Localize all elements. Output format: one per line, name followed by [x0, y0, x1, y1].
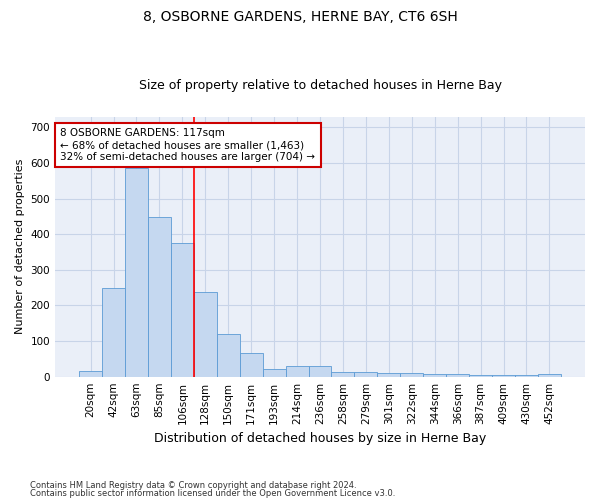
Bar [377, 373, 400, 376]
Text: Contains HM Land Registry data © Crown copyright and database right 2024.: Contains HM Land Registry data © Crown c… [30, 481, 356, 490]
Bar [423, 374, 446, 376]
Text: 8 OSBORNE GARDENS: 117sqm
← 68% of detached houses are smaller (1,463)
32% of se: 8 OSBORNE GARDENS: 117sqm ← 68% of detac… [61, 128, 316, 162]
Bar [355, 372, 377, 376]
Bar [538, 374, 561, 376]
Bar [400, 373, 423, 376]
Bar [286, 366, 308, 376]
Bar [148, 217, 171, 376]
Y-axis label: Number of detached properties: Number of detached properties [15, 159, 25, 334]
Bar [217, 334, 240, 376]
X-axis label: Distribution of detached houses by size in Herne Bay: Distribution of detached houses by size … [154, 432, 486, 445]
Title: Size of property relative to detached houses in Herne Bay: Size of property relative to detached ho… [139, 79, 502, 92]
Bar [171, 243, 194, 376]
Bar [263, 369, 286, 376]
Text: Contains public sector information licensed under the Open Government Licence v3: Contains public sector information licen… [30, 488, 395, 498]
Bar [102, 288, 125, 376]
Bar [194, 292, 217, 376]
Bar [125, 168, 148, 376]
Bar [240, 353, 263, 376]
Bar [331, 372, 355, 376]
Bar [308, 366, 331, 376]
Bar [446, 374, 469, 376]
Text: 8, OSBORNE GARDENS, HERNE BAY, CT6 6SH: 8, OSBORNE GARDENS, HERNE BAY, CT6 6SH [143, 10, 457, 24]
Bar [79, 372, 102, 376]
